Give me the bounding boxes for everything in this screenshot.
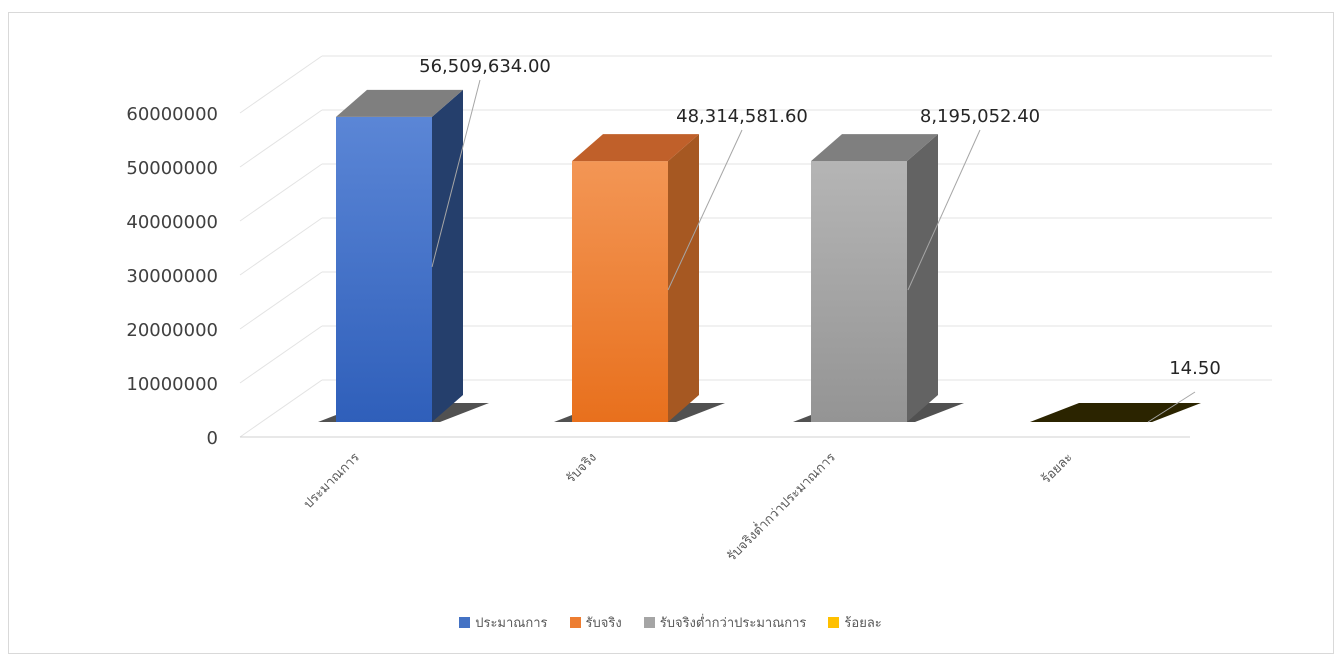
bar (1030, 403, 1201, 422)
legend-label: รับจริงต่ำกว่าประมาณการ (659, 616, 807, 631)
legend-swatch (828, 617, 840, 628)
bar-front (336, 116, 432, 423)
gridline-depth (239, 217, 323, 276)
category-label: รับจริงต่ำกว่าประมาณการ (723, 449, 839, 565)
bar-front (572, 161, 668, 422)
bar-side (668, 134, 699, 422)
legend-item-percent: ร้อยละ (828, 612, 882, 633)
legend: ประมาณการ รับจริง รับจริงต่ำกว่าประมาณกา… (0, 612, 1341, 633)
bar-side (907, 134, 938, 422)
legend-label: ประมาณการ (475, 616, 548, 631)
category-label: ประมาณการ (301, 450, 363, 512)
y-tick-label: 30000000 (126, 266, 218, 287)
leader-line (667, 129, 743, 291)
leader-line (907, 129, 981, 291)
data-label: 56,509,634.00 (419, 56, 551, 77)
bar-top (336, 89, 463, 117)
category-label: รับจริง (564, 450, 600, 486)
legend-swatch (643, 617, 655, 628)
data-label: 8,195,052.40 (920, 106, 1040, 127)
y-tick-label: 10000000 (126, 374, 218, 395)
bar-top (572, 134, 699, 162)
bar-side (432, 89, 463, 423)
bar-chart: 0 10000000 20000000 30000000 40000000 5000000… (126, 55, 1272, 565)
bar (793, 134, 964, 422)
category-label: ร้อยละ (1039, 450, 1076, 487)
data-label: 14.50 (1169, 358, 1221, 379)
bar-front (811, 161, 907, 422)
y-tick-label: 50000000 (126, 158, 218, 179)
y-axis: 0 10000000 20000000 30000000 40000000 5000000… (126, 104, 218, 449)
y-tick-label: 0 (207, 428, 218, 449)
data-label: 48,314,581.60 (676, 106, 808, 127)
leader-line (431, 79, 481, 268)
legend-swatch (569, 617, 581, 628)
legend-item-actual: รับจริง (569, 612, 622, 633)
data-labels: 56,509,634.00 48,314,581.60 8,195,052.40 14… (419, 56, 1221, 423)
legend-label: ร้อยละ (844, 616, 882, 631)
gridline-depth (239, 325, 323, 384)
y-tick-label: 60000000 (126, 104, 218, 125)
bars (318, 89, 1201, 423)
gridline-depth (239, 271, 323, 330)
legend-label: รับจริง (585, 616, 622, 631)
gridline-depth (239, 55, 323, 114)
bar (554, 134, 725, 422)
bar-top (811, 134, 938, 162)
gridline-depth (239, 163, 323, 222)
bar-shadow (1030, 403, 1201, 422)
legend-item-shortfall: รับจริงต่ำกว่าประมาณการ (643, 612, 807, 633)
legend-item-estimate: ประมาณการ (459, 612, 548, 633)
gridline-depth (239, 379, 323, 438)
bar (318, 89, 489, 423)
leader-line (1147, 391, 1196, 423)
gridline-depth (239, 109, 323, 168)
y-tick-label: 40000000 (126, 212, 218, 233)
gridlines (239, 55, 1272, 438)
y-tick-label: 20000000 (126, 320, 218, 341)
legend-swatch (459, 617, 471, 628)
x-axis: ประมาณการ รับจริง รับจริงต่ำกว่าประมาณการ ร… (301, 449, 1076, 565)
